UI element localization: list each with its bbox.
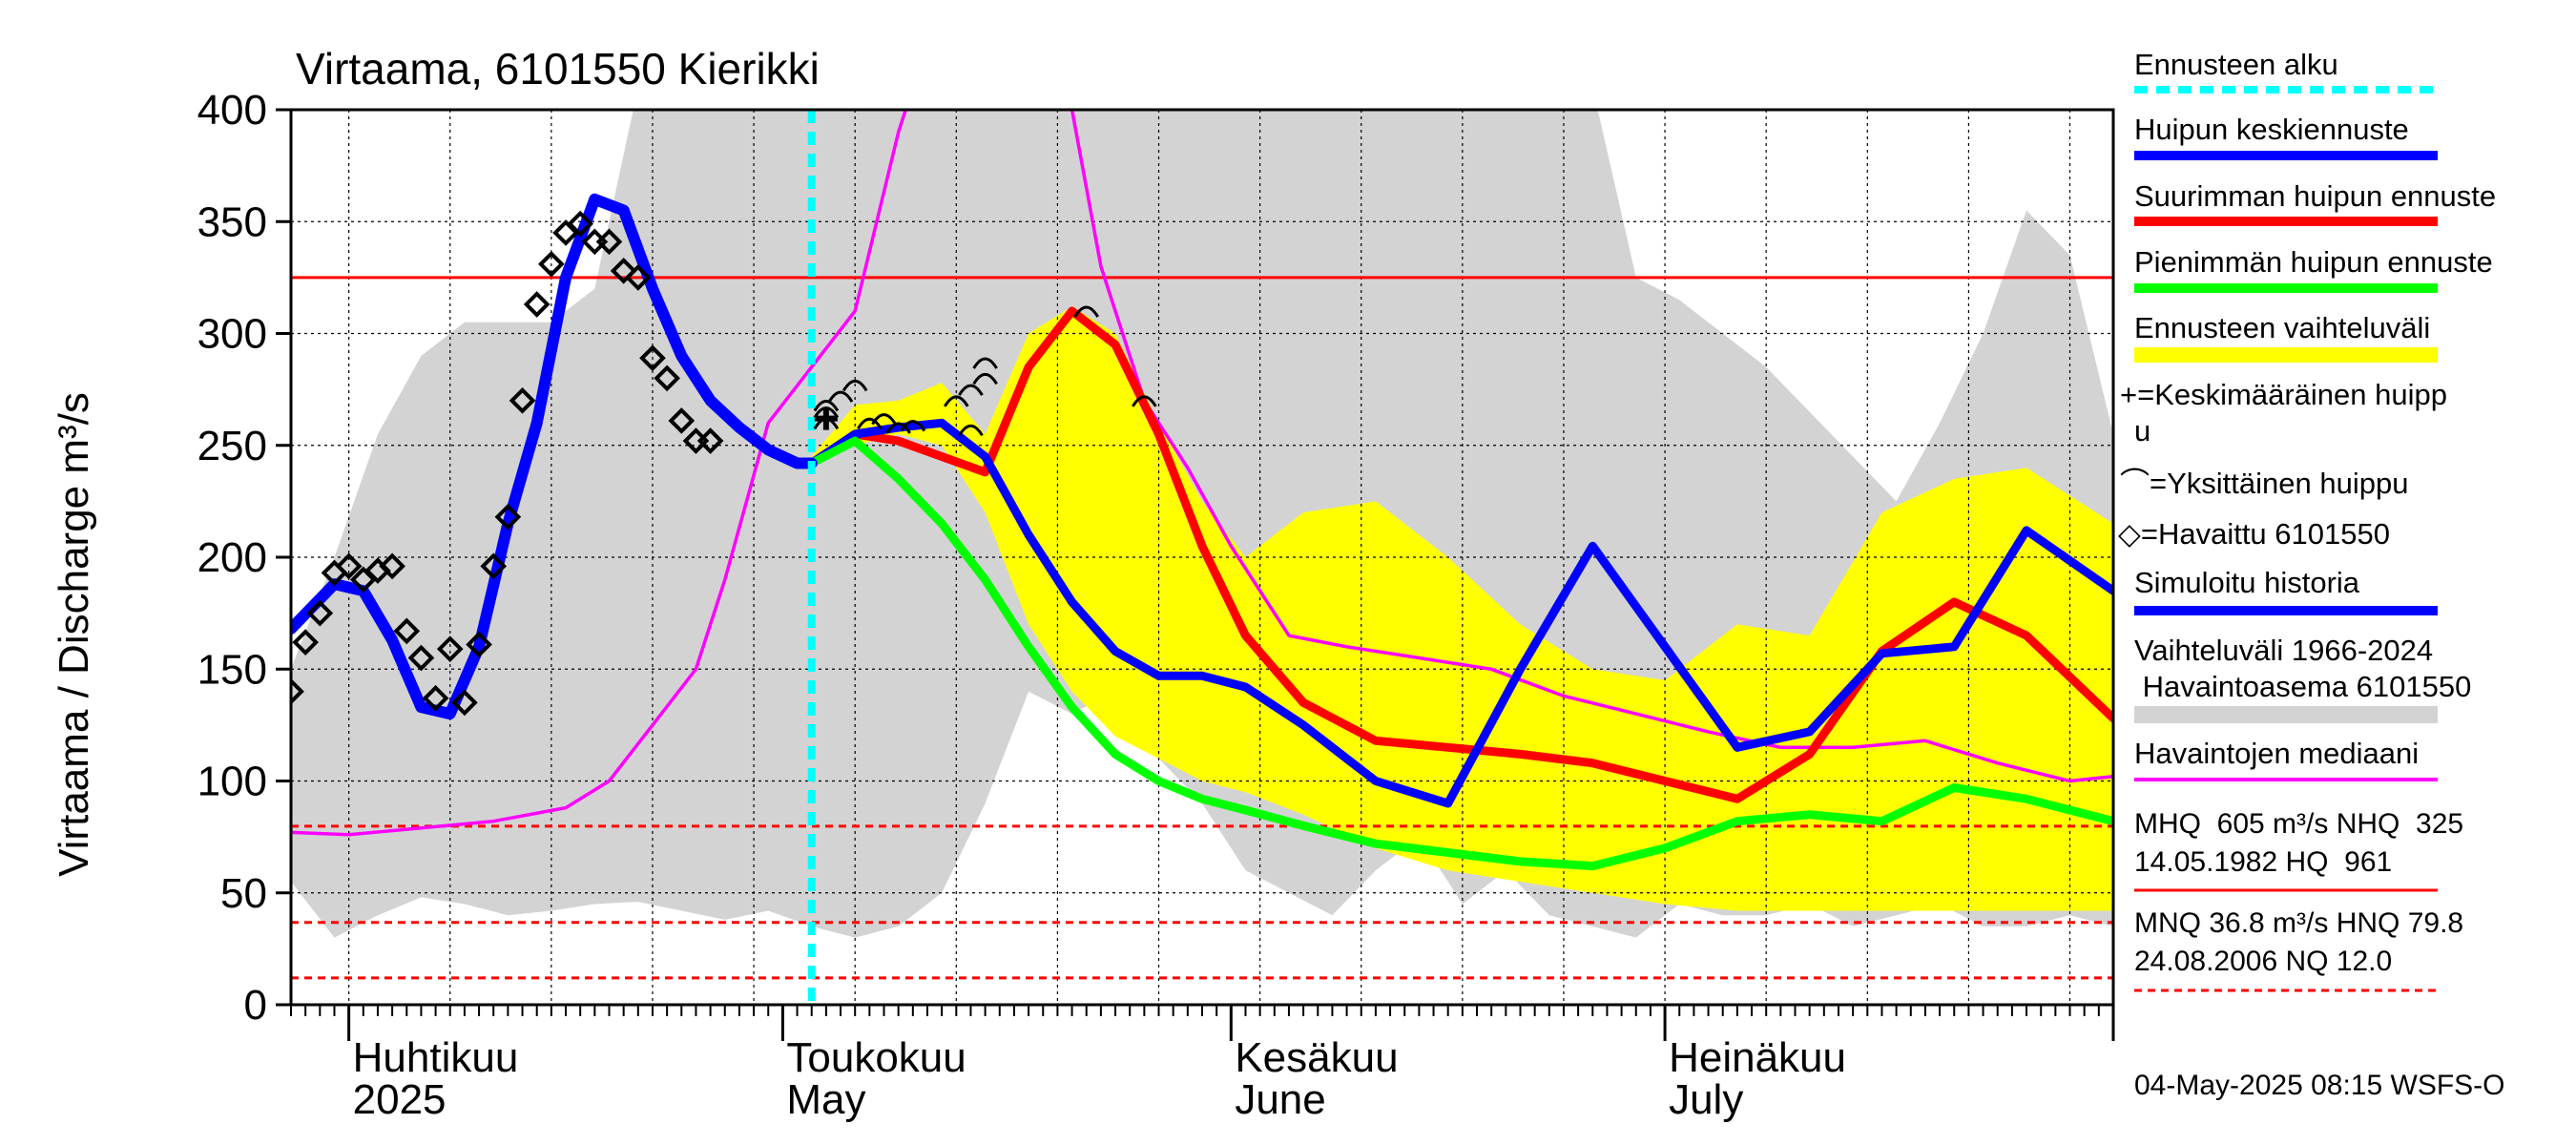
legend-label-hist-range: Vaihteluväli 1966-2024 (2134, 634, 2433, 667)
grid-layer (291, 110, 2113, 1005)
legend-label-observed: ◇=Havaittu 6101550 (2118, 517, 2390, 551)
y-tick-label: 200 (197, 534, 267, 581)
legend-label-mean-forecast: Huipun keskiennuste (2134, 113, 2409, 146)
individual-peak-marker (813, 400, 840, 412)
legend-label-mean-peak-wrap: u (2134, 414, 2150, 448)
y-axis-label: Virtaama / Discharge m³/s (51, 392, 97, 877)
legend-label-forecast-band: Ennusteen vaihteluväli (2134, 311, 2430, 344)
legend-swatch-forecast-band (2134, 347, 2438, 363)
x-month-label: Toukokuu (786, 1034, 966, 1081)
x-month-sublabel: July (1669, 1076, 1743, 1123)
legend-label-hist-range-wrap: Havaintoasema 6101550 (2134, 670, 2471, 703)
observed-point (610, 258, 637, 284)
observed-point (567, 210, 594, 238)
observed-point (451, 689, 478, 717)
markers-layer (291, 210, 1157, 717)
y-tick-label: 300 (197, 311, 267, 358)
y-tick-label: 100 (197, 759, 267, 805)
observed-point (436, 635, 464, 662)
observed-point (509, 387, 536, 414)
observed-point (306, 599, 334, 627)
observed-point (523, 291, 551, 318)
reference-lines-layer (291, 276, 2113, 980)
legend-label-mean-peak: +=Keskimääräinen huipp (2120, 378, 2447, 411)
legend-label-median: Havaintojen mediaani (2134, 737, 2419, 770)
chart-title: Virtaama, 6101550 Kierikki (296, 44, 820, 94)
plot-area (291, 110, 2113, 1005)
observed-point (595, 228, 623, 256)
series-line-huipun-keskiennuste (807, 418, 2113, 808)
observed-point (407, 644, 435, 672)
individual-peak-marker (885, 422, 911, 434)
series-line-suurimman-huipun-ennuste (807, 306, 2113, 803)
mean-peak-marker (814, 406, 838, 430)
stats-line-3: MNQ 36.8 m³/s HNQ 79.8 (2134, 907, 2463, 939)
legend-label-individual-peak: ⌒=Yksittäinen huippu (2120, 467, 2408, 500)
observed-point (335, 552, 363, 580)
individual-peak-marker (1073, 305, 1100, 318)
observed-point (639, 344, 666, 372)
observed-point (291, 677, 304, 705)
observed-point (624, 264, 652, 291)
individual-peak-marker (972, 357, 998, 369)
x-month-sublabel: 2025 (353, 1076, 447, 1123)
forecast-range-band (811, 306, 2113, 911)
series-line-pienimman-huipun-ennuste (807, 436, 2113, 871)
individual-peak-marker (900, 420, 926, 432)
observed-point (494, 503, 522, 531)
x-month-label: Huhtikuu (353, 1034, 519, 1081)
observed-point (422, 684, 449, 712)
individual-peak-marker (958, 384, 984, 396)
stats-line-1: MHQ 605 m³/s NHQ 325 (2134, 808, 2463, 840)
x-month-sublabel: June (1235, 1076, 1325, 1123)
series-line-simuloitu-historia (291, 193, 818, 720)
observed-point (696, 427, 724, 454)
series-line-havaintojen-mediaani (291, 110, 2113, 837)
legend-swatch-hist-range (2134, 706, 2438, 723)
legend-label-max-forecast: Suurimman huipun ennuste (2134, 179, 2496, 213)
x-month-label: Kesäkuu (1235, 1034, 1398, 1081)
individual-peak-marker (944, 395, 969, 407)
observed-point (480, 552, 508, 580)
individual-peak-marker (827, 390, 854, 403)
observed-point (393, 617, 421, 645)
observed-point (466, 631, 492, 658)
y-tick-label: 400 (197, 87, 267, 134)
individual-peak-marker (841, 379, 868, 392)
observed-point (538, 250, 565, 278)
observed-point (379, 552, 405, 580)
legend-label-min-forecast: Pienimmän huipun ennuste (2134, 245, 2493, 279)
stats-line-2: 14.05.1982 HQ 961 (2134, 846, 2392, 878)
individual-peak-marker (857, 417, 883, 430)
stats-line-4: 24.08.2006 NQ 12.0 (2134, 946, 2392, 977)
y-tick-label: 0 (244, 982, 267, 1029)
individual-peak-marker (972, 372, 998, 385)
observed-point (292, 629, 319, 656)
forecast-band-layer (811, 306, 2113, 911)
timestamp: 04-May-2025 08:15 WSFS-O (2134, 1070, 2505, 1101)
x-month-sublabel: May (786, 1076, 865, 1123)
legend-label-forecast-start: Ennusteen alku (2134, 48, 2338, 81)
observed-point (668, 407, 696, 434)
y-tick-label: 350 (197, 198, 267, 245)
series-layer (291, 110, 2113, 871)
observed-point (654, 364, 680, 392)
individual-peak-marker (1132, 395, 1157, 407)
y-tick-label: 250 (197, 423, 267, 469)
y-tick-label: 50 (220, 870, 267, 917)
individual-peak-marker (871, 413, 897, 426)
individual-peak-marker (958, 424, 984, 437)
y-tick-label: 150 (197, 646, 267, 693)
legend-label-simulated: Simuloitu historia (2134, 566, 2360, 599)
x-month-label: Heinäkuu (1669, 1034, 1846, 1081)
legend: Ennusteen alku Huipun keskiennuste Suuri… (2118, 48, 2496, 992)
